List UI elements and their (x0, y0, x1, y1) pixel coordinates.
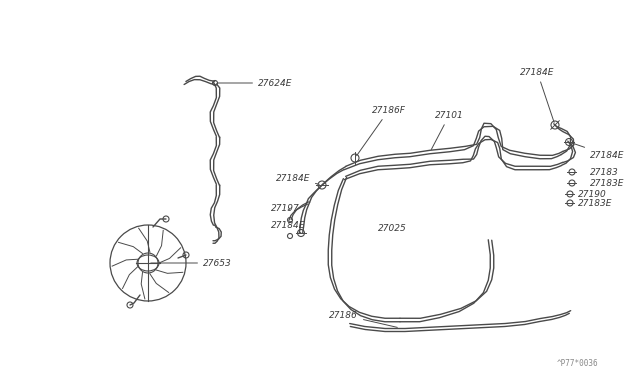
Text: 27184E: 27184E (271, 221, 305, 233)
Text: 27183E: 27183E (590, 179, 625, 187)
Text: 27184E: 27184E (572, 143, 625, 160)
Text: 27197: 27197 (271, 203, 300, 212)
Text: 27624E: 27624E (218, 78, 292, 87)
Text: 27186: 27186 (329, 311, 397, 327)
Text: 27183E: 27183E (578, 199, 612, 208)
Text: 27184E: 27184E (520, 67, 554, 122)
Text: ^P77*0036: ^P77*0036 (556, 359, 598, 368)
Text: 27101: 27101 (431, 110, 464, 150)
Text: 27184E: 27184E (275, 173, 319, 185)
Text: 27653: 27653 (151, 259, 232, 267)
Text: 27183: 27183 (590, 167, 619, 176)
Text: 27190: 27190 (578, 189, 607, 199)
Text: 27186F: 27186F (356, 106, 406, 156)
Text: 27025: 27025 (378, 224, 407, 232)
